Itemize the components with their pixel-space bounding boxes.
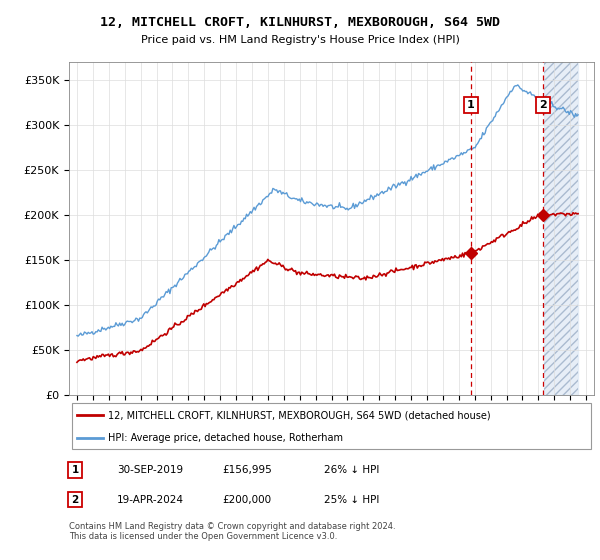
Text: Contains HM Land Registry data © Crown copyright and database right 2024.
This d: Contains HM Land Registry data © Crown c… xyxy=(69,522,395,542)
Text: 12, MITCHELL CROFT, KILNHURST, MEXBOROUGH, S64 5WD: 12, MITCHELL CROFT, KILNHURST, MEXBOROUG… xyxy=(100,16,500,29)
Text: HPI: Average price, detached house, Rotherham: HPI: Average price, detached house, Roth… xyxy=(109,433,343,444)
Text: 2: 2 xyxy=(71,494,79,505)
Text: 30-SEP-2019: 30-SEP-2019 xyxy=(117,465,183,475)
Text: 19-APR-2024: 19-APR-2024 xyxy=(117,494,184,505)
Text: 2: 2 xyxy=(539,100,547,110)
FancyBboxPatch shape xyxy=(71,403,592,449)
Text: £200,000: £200,000 xyxy=(222,494,271,505)
Text: £156,995: £156,995 xyxy=(222,465,272,475)
Text: Price paid vs. HM Land Registry's House Price Index (HPI): Price paid vs. HM Land Registry's House … xyxy=(140,35,460,45)
Text: 1: 1 xyxy=(467,100,475,110)
Text: 12, MITCHELL CROFT, KILNHURST, MEXBOROUGH, S64 5WD (detached house): 12, MITCHELL CROFT, KILNHURST, MEXBOROUG… xyxy=(109,410,491,421)
Text: 26% ↓ HPI: 26% ↓ HPI xyxy=(324,465,379,475)
Text: 1: 1 xyxy=(71,465,79,475)
Text: 25% ↓ HPI: 25% ↓ HPI xyxy=(324,494,379,505)
